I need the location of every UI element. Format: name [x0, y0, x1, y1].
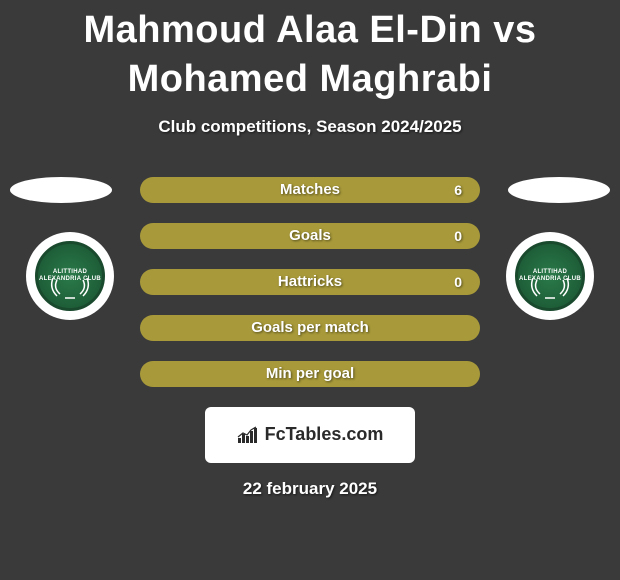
stat-label: Matches	[280, 181, 340, 198]
stat-row: Goals per match	[140, 315, 480, 341]
stat-value: 6	[454, 182, 462, 198]
oval-right	[508, 177, 610, 203]
club-badge-left: ALITTIHAD ALEXANDRIA CLUB	[26, 232, 114, 320]
date-text: 22 february 2025	[0, 479, 620, 499]
stat-label: Min per goal	[266, 365, 354, 382]
stats-container: Matches 6 Goals 0 Hattricks 0 Goals per …	[140, 177, 480, 387]
stat-row: Min per goal	[140, 361, 480, 387]
stat-row: Goals 0	[140, 223, 480, 249]
brand-text: FcTables.com	[265, 424, 384, 445]
badge-inner-right: ALITTIHAD ALEXANDRIA CLUB	[515, 241, 585, 311]
comparison-content: ALITTIHAD ALEXANDRIA CLUB ALITTIHAD ALEX…	[0, 177, 620, 499]
brand-box: FcTables.com	[205, 407, 415, 463]
laurel-icon	[45, 276, 95, 300]
chart-icon	[237, 426, 259, 444]
club-badge-right: ALITTIHAD ALEXANDRIA CLUB	[506, 232, 594, 320]
badge-text-left-1: ALITTIHAD	[53, 269, 87, 276]
stat-label: Goals	[289, 227, 331, 244]
stat-value: 0	[454, 228, 462, 244]
stat-label: Hattricks	[278, 273, 342, 290]
badge-inner-left: ALITTIHAD ALEXANDRIA CLUB	[35, 241, 105, 311]
stat-label: Goals per match	[251, 319, 369, 336]
subtitle: Club competitions, Season 2024/2025	[0, 117, 620, 137]
stat-row: Hattricks 0	[140, 269, 480, 295]
page-title: Mahmoud Alaa El-Din vs Mohamed Maghrabi	[0, 0, 620, 105]
oval-left	[10, 177, 112, 203]
badge-text-right-1: ALITTIHAD	[533, 269, 567, 276]
stat-row: Matches 6	[140, 177, 480, 203]
stat-value: 0	[454, 274, 462, 290]
laurel-icon	[525, 276, 575, 300]
